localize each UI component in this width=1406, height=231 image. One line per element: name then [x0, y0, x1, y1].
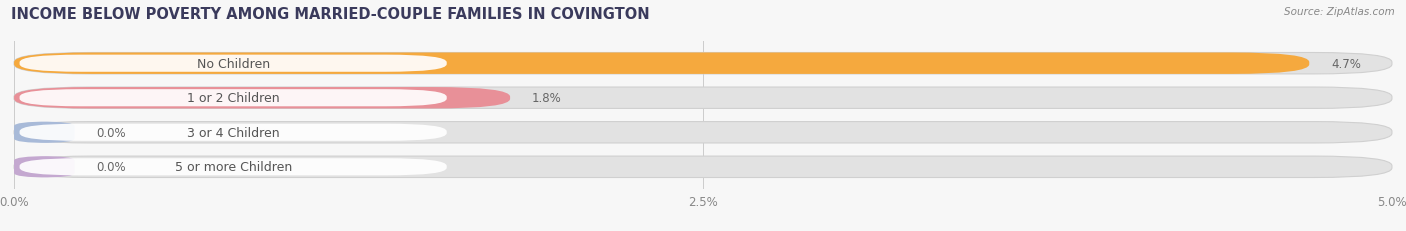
FancyBboxPatch shape	[14, 88, 510, 109]
Text: 0.0%: 0.0%	[97, 126, 127, 139]
Text: 3 or 4 Children: 3 or 4 Children	[187, 126, 280, 139]
FancyBboxPatch shape	[20, 124, 447, 141]
Text: No Children: No Children	[197, 58, 270, 70]
FancyBboxPatch shape	[14, 122, 1392, 143]
FancyBboxPatch shape	[20, 55, 447, 73]
Text: 5 or more Children: 5 or more Children	[174, 161, 292, 173]
Text: INCOME BELOW POVERTY AMONG MARRIED-COUPLE FAMILIES IN COVINGTON: INCOME BELOW POVERTY AMONG MARRIED-COUPL…	[11, 7, 650, 22]
FancyBboxPatch shape	[14, 53, 1309, 75]
FancyBboxPatch shape	[14, 53, 1392, 75]
Text: 0.0%: 0.0%	[97, 161, 127, 173]
Text: 1 or 2 Children: 1 or 2 Children	[187, 92, 280, 105]
Text: 4.7%: 4.7%	[1331, 58, 1361, 70]
FancyBboxPatch shape	[14, 88, 1392, 109]
FancyBboxPatch shape	[14, 156, 1392, 178]
FancyBboxPatch shape	[14, 156, 75, 178]
Text: Source: ZipAtlas.com: Source: ZipAtlas.com	[1284, 7, 1395, 17]
FancyBboxPatch shape	[20, 90, 447, 107]
FancyBboxPatch shape	[20, 158, 447, 176]
Text: 1.8%: 1.8%	[531, 92, 562, 105]
FancyBboxPatch shape	[14, 122, 75, 143]
